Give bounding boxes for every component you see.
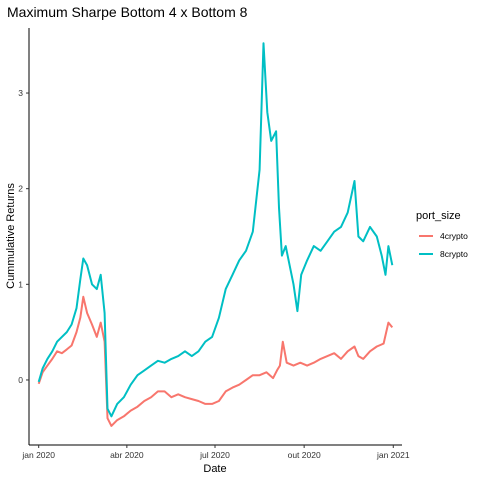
x-tick-label: jan 2021 (376, 450, 410, 460)
legend-label-4crypto: 4crypto (440, 231, 468, 241)
x-axis-title: Date (203, 463, 226, 475)
x-tick-label: jul 2020 (199, 450, 230, 460)
y-tick-label: 3 (18, 88, 23, 98)
series-line-8crypto (37, 42, 394, 418)
y-tick-label: 2 (18, 184, 23, 194)
chart-title: Maximum Sharpe Bottom 4 x Bottom 8 (7, 4, 248, 20)
legend-label-8crypto: 8crypto (440, 249, 468, 259)
x-tick-label: out 2020 (288, 450, 321, 460)
y-axis-title: Cummulative Returns (5, 183, 17, 289)
x-tick-label: abr 2020 (110, 450, 144, 460)
y-tick-label: 1 (18, 279, 23, 289)
legend: port_size 4crypto 8crypto (416, 210, 468, 259)
y-tick-label: 0 (18, 375, 23, 385)
legend-items: 4crypto 8crypto (419, 231, 468, 259)
x-axis-ticks: jan 2020 abr 2020 jul 2020 out 2020 jan 2021 (21, 445, 410, 460)
y-axis-ticks: 0 1 2 3 (18, 88, 29, 385)
series-line-4crypto (37, 295, 394, 427)
legend-title: port_size (416, 210, 461, 222)
plot-area (37, 42, 394, 427)
x-tick-label: jan 2020 (21, 450, 55, 460)
